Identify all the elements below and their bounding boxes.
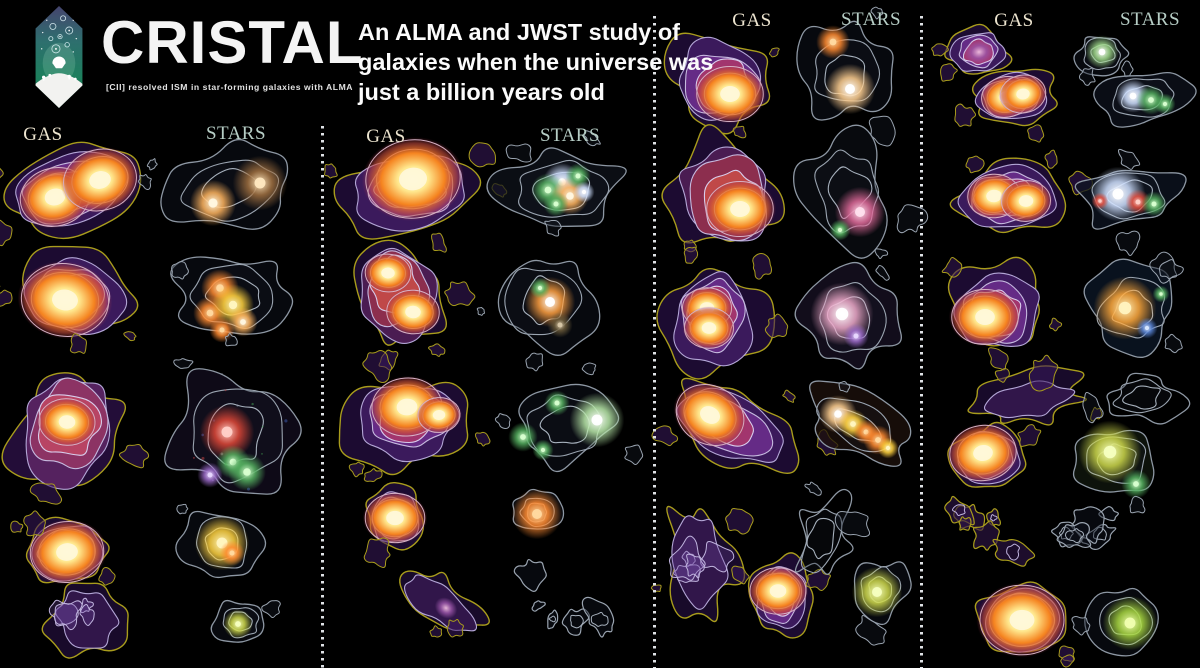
p4r6-gas <box>974 581 1075 668</box>
p2r2-stars <box>476 219 601 372</box>
p1r2-gas <box>0 245 139 342</box>
p3r2-stars <box>793 124 929 259</box>
p3r5a2-gas <box>668 535 735 583</box>
p3r1-gas <box>663 32 780 139</box>
p4r3-stars <box>1083 251 1184 358</box>
p3r1-stars <box>796 6 896 147</box>
p4r4b-gas <box>947 421 1042 488</box>
p1r2-stars <box>170 256 294 343</box>
p4r3-gas <box>941 256 1063 371</box>
column-label-gas-0: GAS <box>23 124 63 145</box>
p1r1-gas <box>0 141 142 247</box>
column-label-stars-5: STARS <box>840 9 902 30</box>
p4r5-gas <box>944 495 1036 567</box>
p4r4a-stars <box>1082 372 1191 425</box>
p2r2-gas <box>353 239 476 371</box>
panel-separator-2 <box>653 16 656 668</box>
p4r2-stars <box>1074 148 1187 256</box>
poster-headline: An ALMA and JWST study of galaxies when … <box>358 17 713 107</box>
p2r3-stars <box>494 362 644 473</box>
p1r1-stars <box>138 138 289 230</box>
headline-line-1: An ALMA and JWST study of <box>358 19 681 45</box>
p3r3-stars <box>794 261 902 370</box>
p4r6-stars <box>1071 587 1159 657</box>
p2r4-gas <box>362 481 428 569</box>
p4r4a-gas <box>967 354 1103 426</box>
p1r4-stars <box>175 503 267 579</box>
p1r4b-stars <box>210 599 281 643</box>
cristal-crystal-icon <box>35 6 83 108</box>
p2r1-gas <box>324 137 508 253</box>
p1r3-gas <box>1 333 150 505</box>
p4r1a-gas <box>931 23 1013 82</box>
panel-separator-3 <box>920 16 923 668</box>
p1r3-stars <box>164 332 302 495</box>
column-label-gas-6: GAS <box>994 10 1034 31</box>
p4r1b-stars <box>1078 67 1197 128</box>
p3r5b-stars <box>851 561 912 646</box>
p3r2-gas <box>661 124 786 264</box>
p1r4t2-gas <box>48 597 95 631</box>
panel-separator-1 <box>321 126 324 668</box>
column-label-stars-3: STARS <box>539 125 601 146</box>
p1r4t-gas <box>41 566 129 659</box>
headline-line-3: just a billion years old <box>358 79 605 106</box>
logo-subtitle: [CII] resolved ISM in star-forming galax… <box>106 82 354 92</box>
p2r4t-gas <box>399 570 490 638</box>
p3r5b-gas <box>731 552 831 639</box>
column-label-gas-2: GAS <box>366 126 406 147</box>
headline-line-2: galaxies when the universe was <box>358 49 714 76</box>
p4r1a-stars <box>1073 35 1134 78</box>
p4r4b-stars <box>1072 420 1155 514</box>
p3r4-stars <box>809 380 912 467</box>
p3r4-gas <box>651 377 839 474</box>
p4r5-stars <box>1051 506 1119 551</box>
p2r4-stars <box>511 488 565 540</box>
column-label-stars-1: STARS <box>205 123 267 144</box>
p4r1b-gas <box>954 68 1058 143</box>
column-label-gas-4: GAS <box>732 10 772 31</box>
p4r2-gas <box>949 149 1093 234</box>
p2r4t-stars <box>513 558 615 638</box>
p3r5a-stars <box>794 481 871 575</box>
p1r4-gas <box>10 510 110 585</box>
p2r1-stars <box>486 130 627 228</box>
p2r3-gas <box>338 349 491 483</box>
p3r3-gas <box>656 252 789 380</box>
logo-title: CRISTAL <box>101 9 364 76</box>
column-label-stars-7: STARS <box>1119 9 1181 30</box>
